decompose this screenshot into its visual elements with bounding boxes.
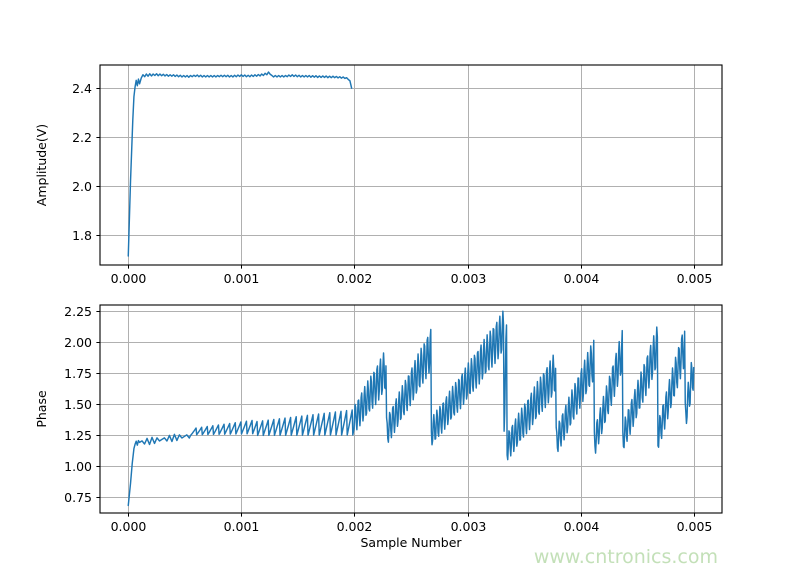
- amplitude-y-tick-labels: 1.8 2.0 2.2 2.4: [72, 81, 92, 243]
- amplitude-subplot: 0.000 0.001 0.002 0.003 0.004 0.005 1.8 2.0 2.2…: [34, 64, 723, 286]
- svg-text:0.002: 0.002: [337, 519, 373, 534]
- phase-axes-frame: [99, 304, 723, 514]
- phase-x-axis-label: Sample Number: [360, 535, 462, 550]
- svg-text:0.005: 0.005: [677, 271, 713, 286]
- phase-y-tick-labels: 0.75 1.00 1.25 1.50 1.75 2.00 2.25: [64, 304, 92, 505]
- svg-text:0.003: 0.003: [451, 519, 487, 534]
- phase-gridlines: [100, 305, 722, 513]
- svg-text:0.001: 0.001: [224, 519, 260, 534]
- svg-text:1.8: 1.8: [72, 228, 92, 243]
- watermark-label: www.cntronics.com: [534, 546, 718, 568]
- svg-text:0.000: 0.000: [111, 519, 147, 534]
- svg-text:2.4: 2.4: [72, 81, 92, 96]
- svg-text:1.25: 1.25: [64, 428, 92, 443]
- svg-text:2.25: 2.25: [64, 304, 92, 319]
- amplitude-tickmarks: [96, 88, 695, 269]
- amplitude-gridlines: [100, 65, 722, 265]
- svg-text:1.50: 1.50: [64, 397, 92, 412]
- phase-x-tick-labels: 0.000 0.001 0.002 0.003 0.004 0.005: [111, 519, 713, 534]
- amplitude-axes-frame: [99, 64, 723, 266]
- svg-text:0.005: 0.005: [677, 519, 713, 534]
- svg-text:1.00: 1.00: [64, 459, 92, 474]
- amplitude-data-line: [127, 71, 353, 257]
- svg-text:1.75: 1.75: [64, 366, 92, 381]
- phase-tickmarks: [96, 311, 695, 517]
- phase-y-axis-label: Phase: [34, 390, 49, 428]
- amplitude-y-axis-label: Amplitude(V): [34, 124, 49, 206]
- svg-text:0.004: 0.004: [564, 271, 600, 286]
- svg-text:0.001: 0.001: [224, 271, 260, 286]
- svg-text:2.2: 2.2: [72, 130, 92, 145]
- svg-text:0.004: 0.004: [564, 519, 600, 534]
- phase-data-line: [127, 310, 695, 507]
- amplitude-x-tick-labels: 0.000 0.001 0.002 0.003 0.004 0.005: [111, 271, 713, 286]
- svg-text:0.000: 0.000: [111, 271, 147, 286]
- svg-text:0.003: 0.003: [451, 271, 487, 286]
- svg-text:0.75: 0.75: [64, 490, 92, 505]
- svg-text:2.00: 2.00: [64, 335, 92, 350]
- phase-subplot: 0.000 0.001 0.002 0.003 0.004 0.005 0.75 1.00 1…: [34, 304, 723, 550]
- svg-text:2.0: 2.0: [72, 179, 92, 194]
- svg-text:0.002: 0.002: [337, 271, 373, 286]
